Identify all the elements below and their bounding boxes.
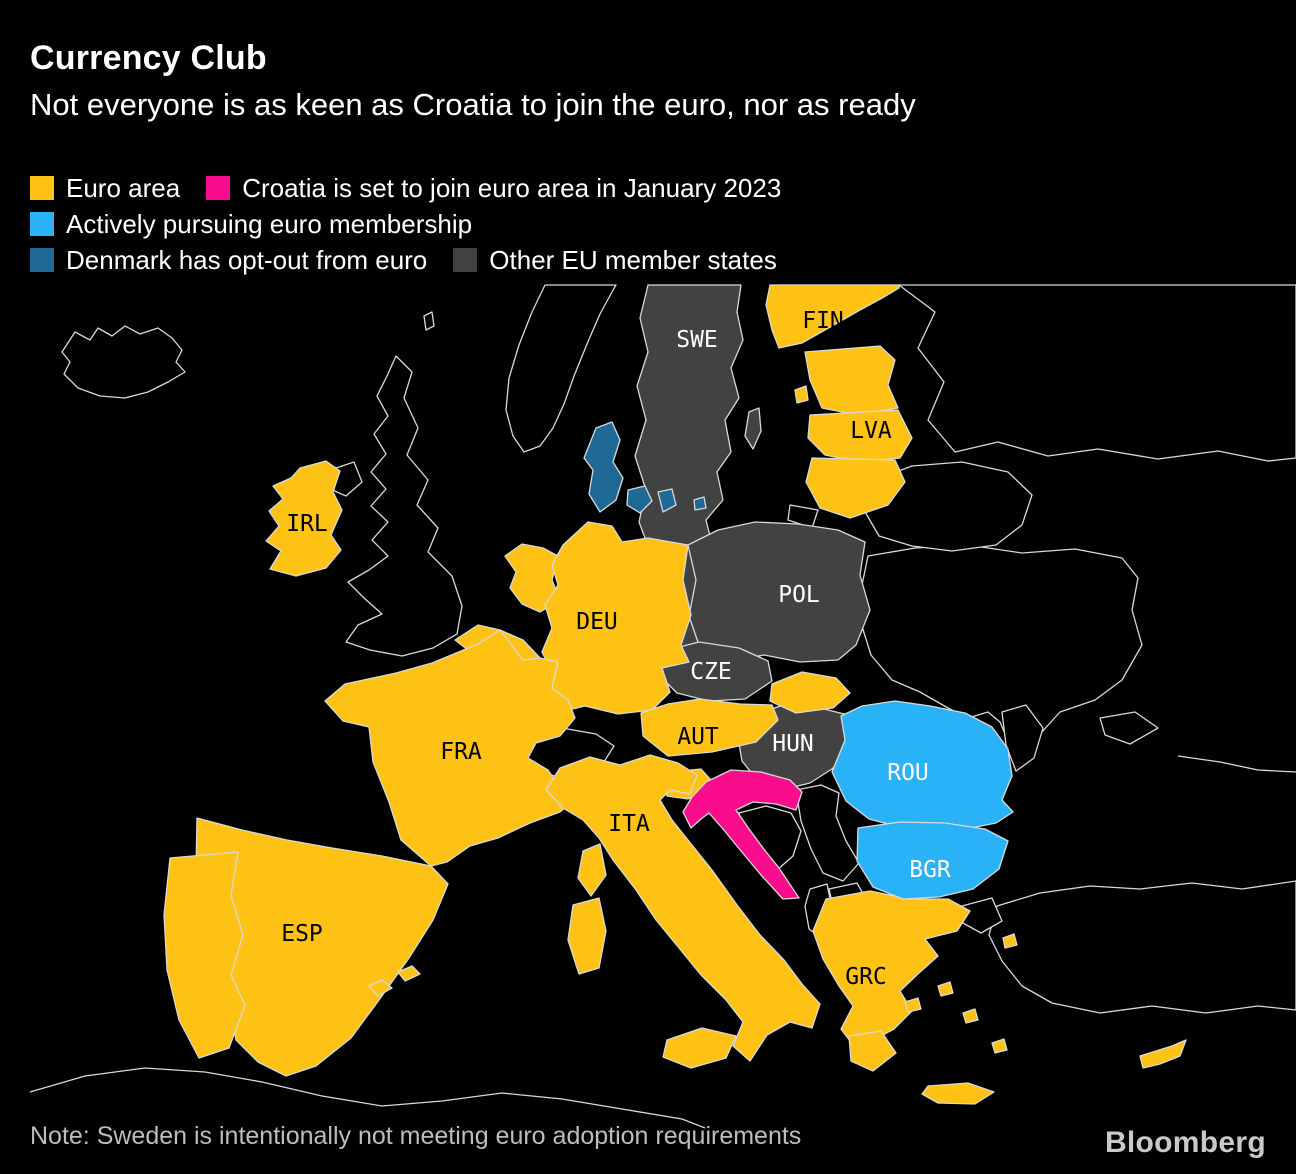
bloomberg-logo: Bloomberg [1104,1126,1266,1159]
greek-island-4 [991,1038,1008,1054]
country-peloponnese [848,1030,897,1072]
label-rou: ROU [887,760,929,786]
country-germany [541,521,692,715]
pursuing-countries [831,700,1014,900]
country-balearics-2 [397,965,421,982]
country-austria [640,698,779,757]
country-belarus [863,461,1033,552]
country-france [324,629,576,867]
label-ita: ITA [608,811,650,837]
legend-label: Denmark has opt-out from euro [66,244,428,275]
country-greece [812,890,971,1050]
country-ireland [265,460,343,577]
label-esp: ESP [281,921,323,947]
country-iceland [61,325,186,399]
greek-island-5 [1002,933,1018,949]
legend: Euro area Croatia is set to join euro ar… [30,170,1270,278]
label-swe: SWE [676,327,718,353]
country-denmark-zealand [657,488,677,513]
greek-island-3 [962,1008,979,1024]
label-grc: GRC [845,964,887,990]
country-norway [505,284,617,453]
legend-item-euro-area: Euro area [30,173,180,204]
euro-area-countries [163,284,1187,1105]
country-ukraine [859,544,1143,746]
country-lithuania [805,457,906,519]
legend-item-denmark: Denmark has opt-out from euro [30,245,427,276]
label-cze: CZE [690,659,732,685]
label-pol: POL [778,582,820,608]
label-fra: FRA [440,739,482,765]
country-gotland [744,407,762,450]
country-portugal [163,851,246,1059]
euro-area-swatch [30,176,54,200]
country-russia [898,284,1296,462]
greek-island-1 [904,997,922,1013]
country-balearics-1 [368,979,393,997]
country-corsica [577,843,607,897]
denmark-optout-countries [583,421,707,514]
country-moldova [1001,704,1044,772]
country-denmark-funen [626,485,653,514]
country-estonia [804,345,899,416]
pursuing-swatch [30,212,54,236]
legend-item-pursuing: Actively pursuing euro membership [30,209,472,240]
country-shetland [423,311,435,331]
footnote: Note: Sweden is intentionally not meetin… [30,1122,802,1150]
greek-island-2 [937,981,954,997]
coastline-caucasus [1177,755,1296,773]
legend-row-3: Denmark has opt-out from euro Other EU m… [30,242,1270,278]
page-title: Currency Club [30,39,267,77]
legend-row-2: Actively pursuing euro membership [30,206,1270,242]
denmark-swatch [30,248,54,272]
country-cyprus [1139,1039,1187,1069]
country-crete [921,1082,995,1105]
legend-label: Actively pursuing euro membership [66,208,473,239]
coastline-north-africa [29,1067,706,1129]
country-crimea [1099,711,1159,745]
label-irl: IRL [286,511,328,537]
country-poland [687,521,871,663]
country-turkey [988,880,1296,1014]
country-great-britain [345,355,463,657]
country-slovakia [769,671,851,714]
country-sardinia [567,897,607,975]
map-labels: FIN SWE LVA IRL DEU POL CZE FRA AUT HUN … [281,308,951,990]
country-denmark-bornholm [693,496,707,511]
legend-label: Euro area [66,172,181,203]
other-eu-swatch [453,248,478,272]
country-denmark-jutland [583,421,624,513]
label-lva: LVA [850,418,892,444]
country-croatia [682,769,803,900]
country-sicily [662,1027,737,1069]
label-hun: HUN [772,731,814,757]
legend-label: Other EU member states [489,244,777,275]
label-fin: FIN [802,308,844,334]
legend-item-other-eu: Other EU member states [453,245,777,276]
label-aut: AUT [677,724,719,750]
country-bulgaria [856,821,1009,900]
page-subtitle: Not everyone is as keen as Croatia to jo… [30,87,916,123]
label-bgr: BGR [909,857,951,883]
croatia-swatch [206,176,231,200]
legend-row-1: Euro area Croatia is set to join euro ar… [30,170,1270,206]
label-deu: DEU [576,609,618,635]
country-finland [765,284,900,349]
country-estonia-islands [794,385,809,404]
legend-item-croatia: Croatia is set to join euro area in Janu… [206,173,781,204]
legend-label: Croatia is set to join euro area in Janu… [242,172,782,203]
non-eu-countries [29,284,1296,1129]
header: Currency Club Not everyone is as keen as… [30,39,1270,123]
country-italy [545,754,821,1062]
